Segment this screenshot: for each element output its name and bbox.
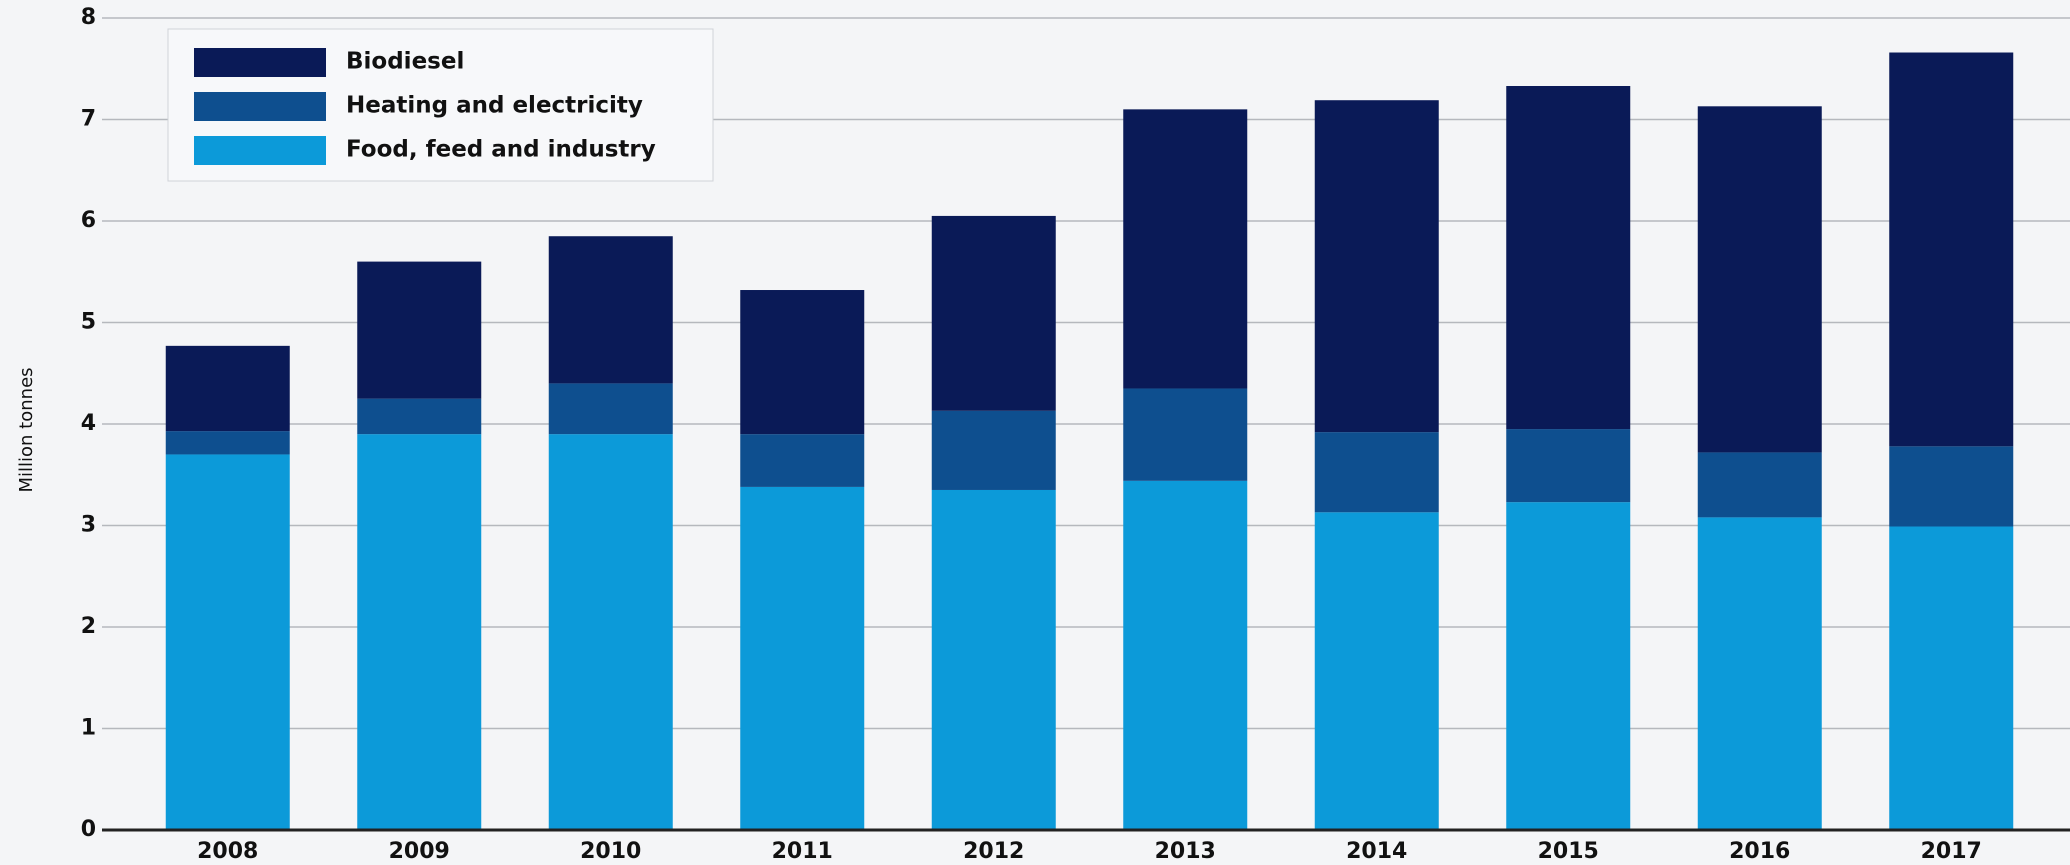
bar-segment	[165, 345, 290, 432]
bar-segment	[931, 410, 1056, 490]
bar-segment	[548, 236, 673, 384]
x-tick-label: 2017	[1921, 839, 1982, 864]
y-tick-label: 8	[81, 5, 96, 30]
bar-segment	[1697, 517, 1822, 830]
x-tick-label: 2009	[389, 839, 450, 864]
legend-label: Heating and electricity	[346, 93, 643, 119]
bar-segment	[931, 215, 1056, 411]
bar-segment	[1889, 52, 2014, 447]
x-tick-label: 2016	[1729, 839, 1790, 864]
bar-segment	[1123, 388, 1248, 481]
legend-swatch	[194, 136, 326, 165]
y-tick-label: 4	[81, 411, 96, 436]
x-tick-label: 2011	[772, 839, 833, 864]
x-tick-label: 2014	[1346, 839, 1407, 864]
bar-segment	[1314, 432, 1439, 513]
bar-segment	[740, 290, 865, 435]
bar-segment	[931, 489, 1056, 830]
bar-segment	[1697, 106, 1822, 453]
x-tick-label: 2010	[580, 839, 641, 864]
legend-swatch	[194, 92, 326, 121]
y-tick-label: 0	[81, 817, 96, 842]
legend-label: Food, feed and industry	[346, 137, 656, 163]
bar-segment	[548, 434, 673, 830]
y-tick-label: 3	[81, 513, 96, 538]
legend-label: Biodiesel	[346, 49, 464, 75]
bar-segment	[357, 434, 482, 830]
bar-segment	[1506, 86, 1631, 430]
y-axis-title: Million tonnes	[16, 367, 37, 492]
y-tick-label: 2	[81, 614, 96, 639]
x-tick-label: 2008	[197, 839, 258, 864]
bar-segment	[1506, 429, 1631, 503]
bar-segment	[1314, 512, 1439, 830]
bar-segment	[357, 398, 482, 435]
bar-segment	[165, 454, 290, 830]
y-tick-label: 5	[81, 310, 96, 335]
y-tick-label: 1	[81, 716, 96, 741]
bar-segment	[1889, 526, 2014, 830]
bar-segment	[740, 486, 865, 830]
bar-segment	[740, 434, 865, 487]
bar-segment	[1697, 452, 1822, 518]
bar-segment	[1123, 109, 1248, 389]
bar-segment	[1506, 502, 1631, 830]
bar-segment	[165, 431, 290, 455]
bar-segment	[1123, 480, 1248, 830]
x-tick-label: 2015	[1538, 839, 1599, 864]
y-tick-label: 7	[81, 107, 96, 132]
bar-segment	[1889, 446, 2014, 527]
y-tick-label: 6	[81, 208, 96, 233]
bar-segment	[548, 383, 673, 435]
x-tick-label: 2013	[1155, 839, 1216, 864]
bar-segment	[357, 261, 482, 399]
x-tick-label: 2012	[963, 839, 1024, 864]
bar-segment	[1314, 100, 1439, 433]
legend-swatch	[194, 48, 326, 77]
